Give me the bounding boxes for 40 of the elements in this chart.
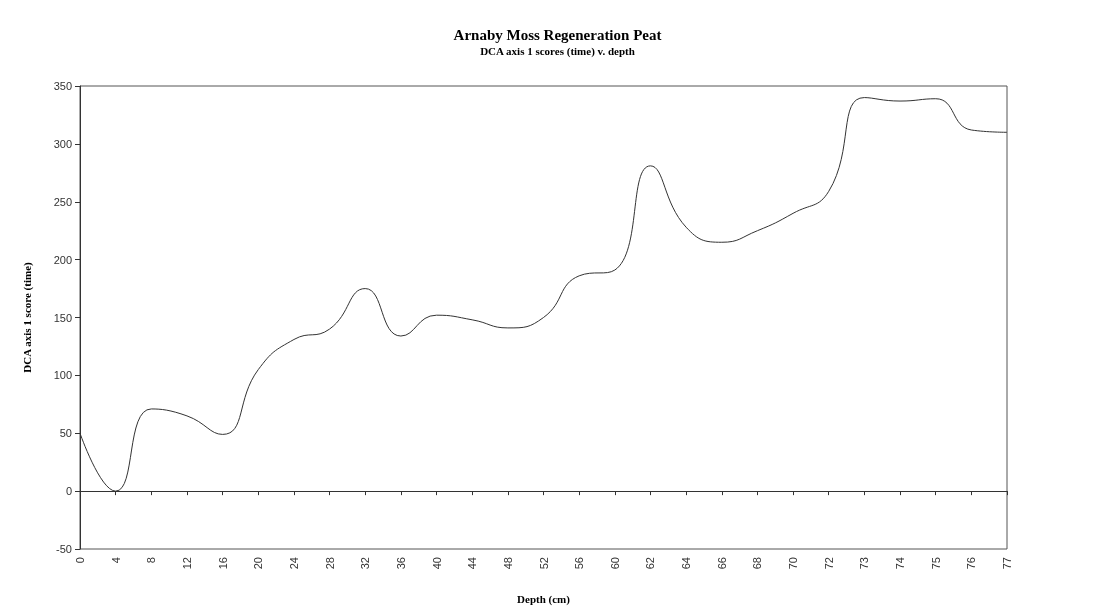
x-tick-label: 64 bbox=[680, 557, 693, 570]
y-tick-label: 100 bbox=[53, 369, 72, 382]
chart-subtitle: DCA axis 1 scores (time) v. depth bbox=[480, 44, 635, 58]
x-tick-label: 76 bbox=[965, 557, 978, 570]
x-tick-label: 20 bbox=[252, 557, 265, 570]
x-tick-label: 62 bbox=[644, 557, 657, 570]
x-tick-label: 72 bbox=[822, 557, 835, 570]
x-tick-label: 77 bbox=[1001, 557, 1013, 570]
y-axis-title: DCA axis 1 score (time) bbox=[20, 261, 34, 373]
y-tick-label: -50 bbox=[56, 543, 72, 555]
x-tick-label: 44 bbox=[466, 557, 479, 570]
x-tick-label: 8 bbox=[145, 557, 158, 564]
y-tick-label: 200 bbox=[53, 253, 72, 266]
x-tick-label: 12 bbox=[180, 557, 193, 570]
y-tick-label: 350 bbox=[53, 80, 72, 92]
y-tick-label: 0 bbox=[65, 485, 72, 498]
x-tick-label: 16 bbox=[216, 557, 229, 570]
x-tick-label: 24 bbox=[287, 557, 300, 570]
x-tick-label: 40 bbox=[430, 557, 443, 570]
x-tick-label: 48 bbox=[501, 557, 514, 570]
x-tick-label: 56 bbox=[573, 557, 586, 570]
x-tick-label: 74 bbox=[894, 557, 907, 570]
y-tick-label: 250 bbox=[53, 195, 72, 208]
chart-title: Arnaby Moss Regeneration Peat bbox=[453, 26, 662, 43]
y-tick-label: 300 bbox=[53, 137, 72, 150]
x-tick-label: 28 bbox=[323, 557, 336, 570]
x-tick-label: 68 bbox=[751, 557, 764, 570]
y-tick-label: 150 bbox=[53, 311, 72, 324]
x-tick-label: 73 bbox=[858, 557, 871, 570]
x-tick-label: 75 bbox=[929, 557, 942, 570]
x-tick-label: 60 bbox=[608, 557, 621, 570]
x-axis-title: Depth (cm) bbox=[517, 592, 571, 606]
x-tick-label: 36 bbox=[394, 557, 407, 570]
x-tick-label: 66 bbox=[715, 557, 728, 570]
x-tick-label: 0 bbox=[74, 557, 86, 564]
x-tick-label: 32 bbox=[359, 557, 372, 570]
x-tick-label: 4 bbox=[109, 557, 122, 564]
y-tick-label: 50 bbox=[59, 427, 72, 440]
x-tick-label: 70 bbox=[787, 557, 800, 570]
x-tick-label: 52 bbox=[537, 557, 550, 570]
